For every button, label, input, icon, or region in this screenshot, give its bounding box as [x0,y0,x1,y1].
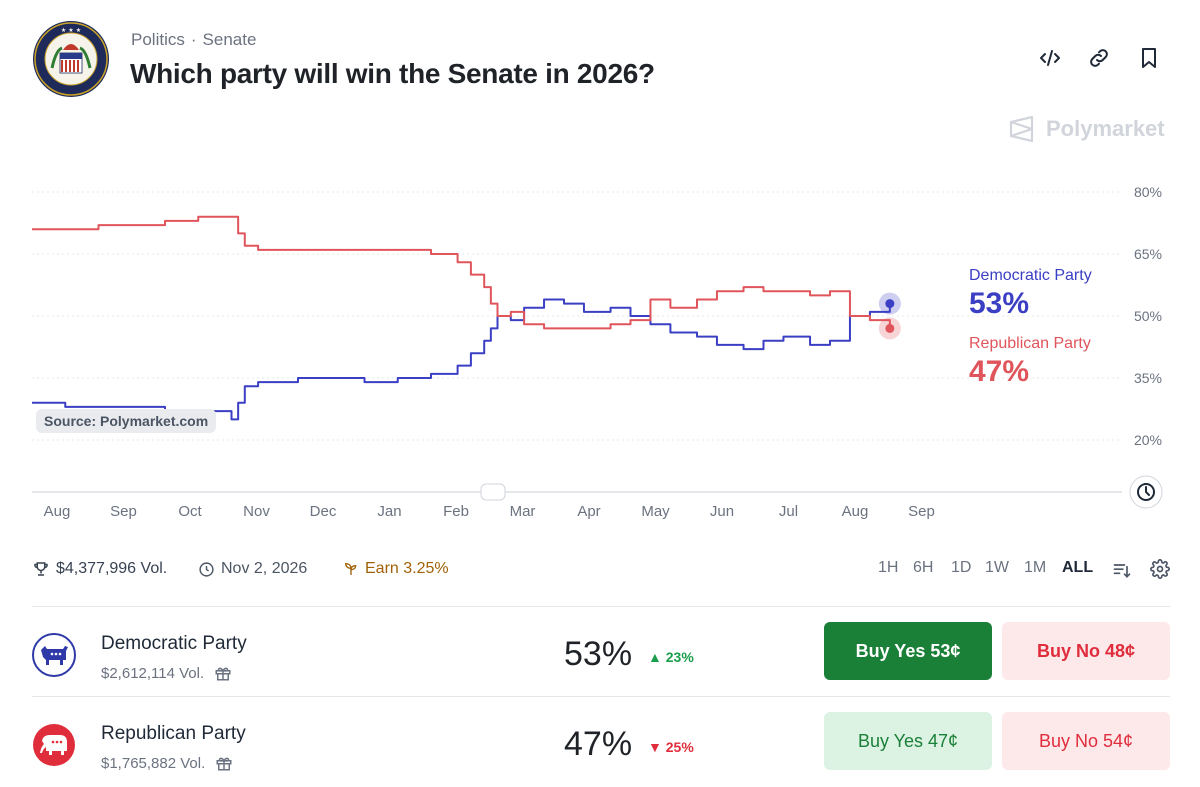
outcome-change: ▲ 23% [648,649,694,665]
breadcrumb-subcategory[interactable]: Senate [202,30,257,49]
sprout-icon [344,562,357,575]
sort-icon[interactable] [1112,560,1132,580]
x-tick-label: Sep [908,503,935,520]
gift-icon[interactable] [214,664,232,682]
senate-seal-icon: ★ ★ ★ [33,21,109,97]
outcome-name[interactable]: Democratic Party [101,633,247,654]
series-line-democratic [32,298,891,421]
x-tick-label: Sep [110,503,137,520]
breadcrumb-category[interactable]: Politics [131,30,185,49]
outcome-volume: $1,765,882 Vol. [101,754,233,772]
y-tick-label: 80% [1134,184,1162,200]
history-clock-icon [1137,483,1155,501]
chart-source-label: Source: Polymarket.com [36,409,217,433]
legend-republican-label: Republican Party [969,335,1091,352]
legend-republican-value: 47% [969,355,1030,388]
x-tick-label: Dec [310,503,337,520]
legend-democratic-label: Democratic Party [969,267,1092,284]
x-tick-label: Apr [577,503,600,520]
outcome-change-value: 23% [665,649,694,665]
earn-stat[interactable]: Earn 3.25% [343,558,449,580]
divider-top [32,606,1170,607]
x-tick-label: Oct [178,503,202,520]
buy-no-button[interactable]: Buy No 54¢ [1002,712,1170,770]
x-tick-label: Aug [842,503,869,520]
series-line-republican [32,215,891,330]
outcome-probability: 53% [564,635,633,673]
outcome-row-democratic[interactable]: Democratic Party $2,612,114 Vol. 53% ▲ 2… [32,620,1170,710]
embed-code-icon[interactable] [1038,46,1062,70]
buy-yes-button[interactable]: Buy Yes 47¢ [824,712,992,770]
gift-icon[interactable] [215,754,233,772]
outcome-change: ▼ 25% [648,739,694,755]
range-all[interactable]: ALL [1062,559,1094,576]
republican-elephant-icon [33,724,75,766]
y-tick-label: 50% [1134,308,1162,324]
range-1d[interactable]: 1D [951,559,972,576]
outcome-row-republican[interactable]: Republican Party $1,765,882 Vol. 47% ▼ 2… [32,710,1170,787]
outcome-volume-text: $1,765,882 Vol. [101,754,206,772]
volume-stat: $4,377,996 Vol. [32,558,167,580]
range-1w[interactable]: 1W [985,559,1009,576]
end-date-stat: Nov 2, 2026 [198,558,307,580]
end-date: Nov 2, 2026 [221,560,308,577]
earn-rate[interactable]: Earn 3.25% [365,560,449,577]
trophy-icon [34,562,48,576]
triangle-up-icon: ▲ [648,649,662,665]
democratic-donkey-icon [32,633,76,677]
polymarket-logo-icon [1009,116,1034,142]
breadcrumb-separator: · [190,30,197,49]
y-tick-label: 65% [1134,246,1162,262]
triangle-down-icon: ▼ [648,739,662,755]
time-range-selector[interactable]: 1H 6H 1D 1W 1M ALL [878,559,1178,581]
clock-icon [199,561,214,577]
link-icon[interactable] [1087,46,1111,70]
chart-scrub-handle[interactable] [480,483,506,501]
outcome-name[interactable]: Republican Party [101,723,246,744]
x-tick-label: Aug [44,503,71,520]
breadcrumb[interactable]: Politics · Senate [131,30,256,50]
y-tick-label: 20% [1134,432,1162,448]
x-tick-label: Jan [377,503,401,520]
x-tick-label: Jul [779,503,798,520]
range-1m[interactable]: 1M [1024,559,1047,576]
x-tick-label: Nov [243,503,270,520]
brand-name: Polymarket [1046,116,1165,141]
outcome-volume: $2,612,114 Vol. [101,664,232,682]
outcome-volume-text: $2,612,114 Vol. [101,664,205,682]
range-6h[interactable]: 6H [913,559,934,576]
x-tick-label: Feb [443,503,469,520]
series-endpoint [885,323,895,333]
settings-gear-icon[interactable] [1150,559,1170,579]
buy-no-button[interactable]: Buy No 48¢ [1002,622,1170,680]
price-chart-svg: 80% 65% 50% 35% 20% Aug Sep Oct Nov Dec Jan Feb Mar A… [32,184,1163,520]
svg-text:★ ★ ★: ★ ★ ★ [61,27,81,34]
price-chart[interactable]: 80% 65% 50% 35% 20% Aug Sep Oct Nov Dec Jan Feb Mar A… [0,160,1200,530]
market-header: ★ ★ ★ Politics · Senate Which party will w… [0,0,1200,110]
x-tick-label: May [641,503,670,520]
bookmark-icon[interactable] [1137,46,1161,70]
total-volume: $4,377,996 Vol. [56,560,168,577]
outcome-change-value: 25% [665,739,694,755]
x-tick-label: Mar [510,503,536,520]
outcome-probability: 47% [564,725,633,763]
buy-yes-button[interactable]: Buy Yes 53¢ [824,622,992,680]
y-tick-label: 35% [1134,370,1162,386]
history-clock-hands [1145,486,1150,496]
range-1h[interactable]: 1H [878,559,899,576]
series-endpoint [885,299,895,309]
divider-middle [32,696,1170,697]
page-title: Which party will win the Senate in 2026? [130,58,655,89]
x-tick-label: Jun [710,503,734,520]
legend-democratic-value: 53% [969,287,1030,320]
polymarket-watermark: Polymarket [1008,114,1178,144]
